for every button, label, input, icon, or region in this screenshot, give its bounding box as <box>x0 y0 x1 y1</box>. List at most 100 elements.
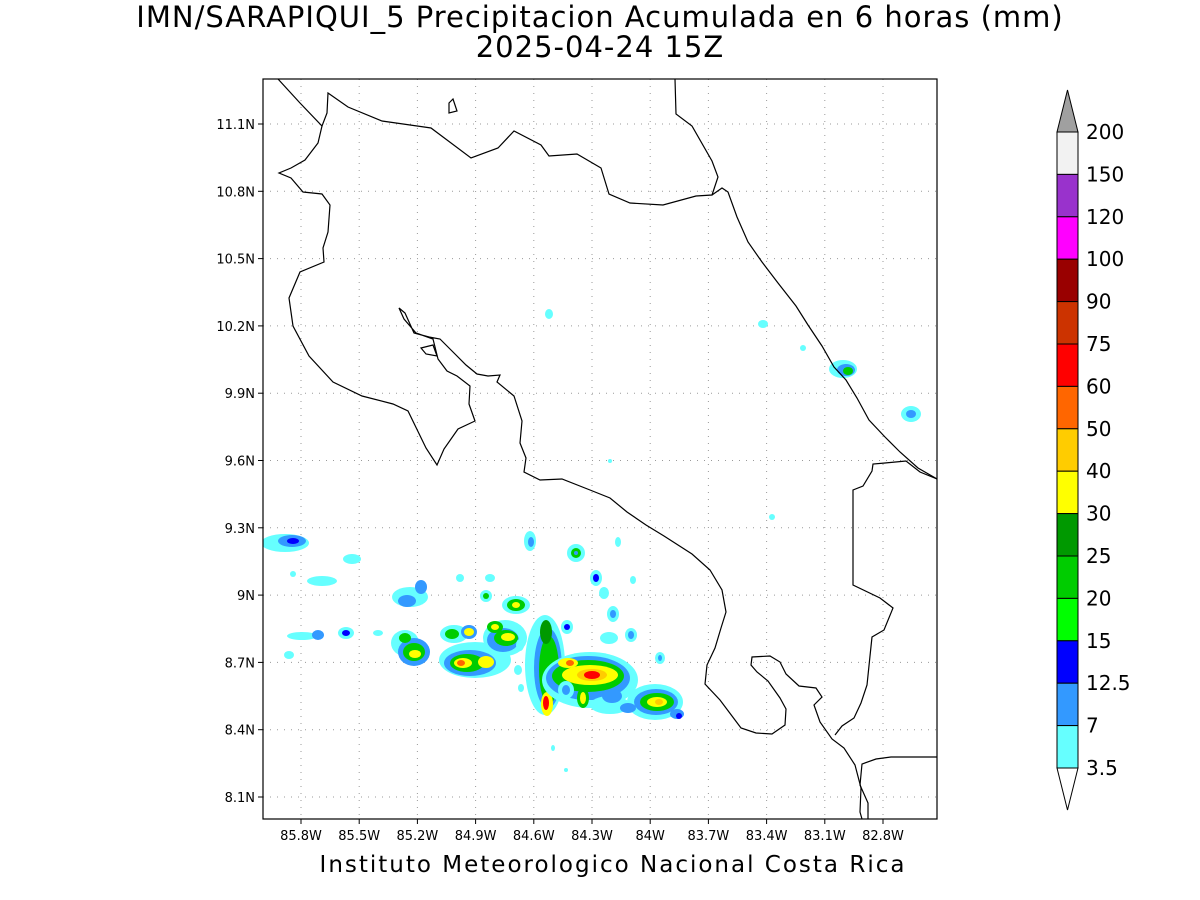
precip-cell <box>655 699 663 705</box>
colorbar-segment <box>1056 555 1079 599</box>
lon-tick-label: 84W <box>635 829 665 844</box>
precip-cell <box>620 703 636 713</box>
lon-tick-label: 83.7W <box>687 829 729 844</box>
lon-tick-label: 85.8W <box>280 829 322 844</box>
lat-tick-label: 8.7N <box>225 656 255 671</box>
precip-cell <box>485 574 495 582</box>
colorbar-label: 20 <box>1086 586 1111 610</box>
nicoya-island <box>419 344 438 357</box>
lon-tick-label: 83.1W <box>804 829 846 844</box>
panama-border-north <box>834 460 937 736</box>
precip-cell <box>676 713 682 719</box>
colorbar-label: 50 <box>1086 417 1111 441</box>
precip-cell <box>543 696 549 710</box>
colorbar-label: 40 <box>1086 459 1111 483</box>
colorbar-over-triangle <box>1056 89 1079 133</box>
colorbar-segment <box>1056 470 1079 515</box>
colorbar-label: 90 <box>1086 290 1111 314</box>
precip-cell <box>518 684 524 692</box>
precip-cell <box>566 660 574 666</box>
precip-cell <box>584 671 600 679</box>
lat-tick-label: 9.3N <box>225 522 255 537</box>
lat-tick-label: 9N <box>237 589 255 604</box>
precip-cell <box>457 660 465 666</box>
precip-cell <box>562 685 570 695</box>
precip-cell <box>464 628 474 636</box>
colorbar-segment <box>1056 513 1079 557</box>
precip-cell <box>628 631 634 639</box>
precip-cell <box>514 665 522 675</box>
credit-line: Instituto Meteorologico Nacional Costa R… <box>319 852 907 878</box>
precip-cell <box>528 537 534 547</box>
colorbar-segment <box>1056 640 1079 684</box>
precip-cell <box>593 574 599 582</box>
precip-cell <box>574 551 578 555</box>
colorbar-label: 15 <box>1086 629 1111 653</box>
precip-cell <box>398 595 416 607</box>
precip-cell <box>769 514 775 520</box>
coastlines <box>277 79 937 819</box>
precip-cell <box>342 630 350 636</box>
lon-tick-label: 84.6W <box>513 829 555 844</box>
lon-tick-label: 85.2W <box>396 829 438 844</box>
precip-cell <box>343 554 361 564</box>
map-frame <box>262 78 938 820</box>
precip-cell <box>512 602 520 608</box>
precip-cell <box>602 689 622 703</box>
colorbar-segment <box>1056 428 1079 472</box>
colorbar-label: 12.5 <box>1086 671 1131 695</box>
precip-cell <box>445 629 459 639</box>
lat-tick-label: 10.2N <box>216 320 255 335</box>
precip-cell <box>599 587 609 599</box>
precip-cell <box>540 620 552 644</box>
precip-cell <box>290 571 296 577</box>
colorbar-segment <box>1056 597 1079 642</box>
nicaragua-border-coast <box>277 79 719 206</box>
colorbar-label: 150 <box>1086 162 1124 186</box>
colorbar-label: 30 <box>1086 502 1111 526</box>
lat-tick-label: 8.4N <box>225 724 255 739</box>
precip-cell <box>600 632 618 644</box>
colorbar-segment <box>1056 682 1079 727</box>
precip-cell <box>415 580 427 594</box>
colorbar-segment <box>1056 258 1079 303</box>
precip-cell <box>545 309 553 319</box>
precip-cell <box>551 745 555 751</box>
precip-cell <box>843 367 853 375</box>
lat-tick-label: 10.5N <box>216 253 255 268</box>
precip-cell <box>456 574 464 582</box>
precip-cell <box>478 656 494 668</box>
precip-cell <box>516 639 524 651</box>
precip-cell <box>491 624 499 630</box>
precip-cell <box>630 576 636 584</box>
precip-cell <box>564 768 568 772</box>
lon-tick-label: 85.5W <box>338 829 380 844</box>
colorbar-segment <box>1056 301 1079 345</box>
latitude-axis: 11.1N 10.8N 10.5N 10.2N 9.9N 9.6N 9.3N 9N 8.7N 8.… <box>216 118 263 806</box>
colorbar-segment <box>1056 131 1079 175</box>
colorbar-label: 120 <box>1086 205 1124 229</box>
colorbar-label: 3.5 <box>1086 756 1118 780</box>
map-title: IMN/SARAPIQUI_5 Precipitacion Acumulada … <box>0 2 1200 62</box>
precip-cell <box>409 650 421 658</box>
precip-cell <box>307 576 337 586</box>
colorbar-label: 100 <box>1086 247 1124 271</box>
lon-tick-label: 84.9W <box>455 829 497 844</box>
nicaragua-lake-island <box>448 97 458 114</box>
colorbar-segment <box>1056 343 1079 387</box>
precip-cell <box>608 459 612 463</box>
colorbar-segment <box>1056 216 1079 260</box>
lat-tick-label: 9.9N <box>225 387 255 402</box>
precip-cell <box>590 696 630 714</box>
precip-cell <box>287 538 299 544</box>
lat-tick-label: 8.1N <box>225 791 255 806</box>
title-line-2: 2025-04-24 15Z <box>475 30 725 64</box>
colorbar-segment <box>1056 725 1079 769</box>
lon-tick-label: 84.3W <box>571 829 613 844</box>
colorbar: 200 150 120 100 90 75 60 50 40 30 25 20 15 12.5 7 3.5 <box>1056 89 1131 811</box>
precip-cell <box>758 320 768 328</box>
longitude-axis: 85.8W 85.5W 85.2W 84.9W 84.6W 84.3W 84W 83.7W 83… <box>280 819 904 844</box>
colorbar-segment <box>1056 385 1079 430</box>
precip-cell <box>800 345 806 351</box>
precip-cell <box>287 632 317 640</box>
